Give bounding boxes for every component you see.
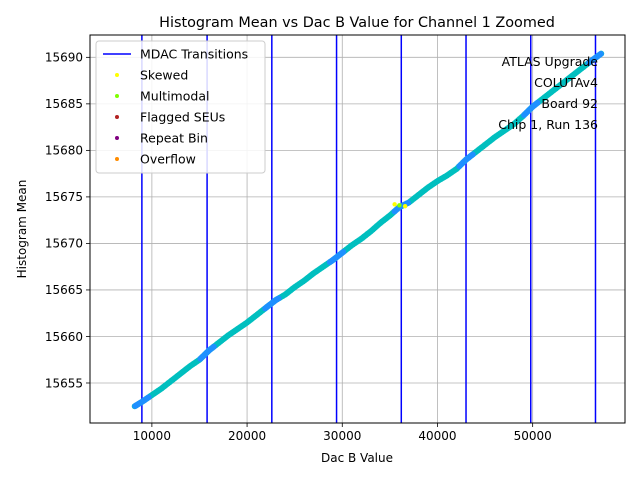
transition-point [145, 394, 152, 401]
legend-label: MDAC Transitions [140, 47, 248, 62]
transition-point [340, 248, 347, 255]
annotation-line: Board 92 [541, 96, 598, 111]
legend-label: Skewed [140, 68, 188, 83]
transition-point [534, 99, 541, 106]
highlighted-point [402, 204, 408, 209]
transition-point [404, 199, 411, 206]
legend-dot-swatch [115, 115, 119, 119]
legend-dot-swatch [115, 73, 119, 77]
y-tick-label: 15680 [45, 144, 83, 158]
y-tick-label: 15655 [45, 376, 83, 390]
highlighted-point [392, 202, 397, 207]
x-tick-label: 50000 [514, 429, 552, 443]
x-tick-label: 40000 [418, 429, 456, 443]
legend-dot-swatch [115, 157, 119, 161]
transition-point [597, 50, 604, 57]
y-tick-label: 15675 [45, 190, 83, 204]
transition-point [210, 343, 217, 350]
transition-point [469, 151, 476, 158]
y-axis-label: Histogram Mean [15, 180, 29, 279]
annotation-line: COLUTAv4 [534, 75, 598, 90]
x-tick-label: 30000 [323, 429, 361, 443]
legend-label: Flagged SEUs [140, 110, 225, 125]
plot-frame [89, 34, 626, 424]
x-axis-ticks: 10000 20000 30000 40000 50000 [133, 423, 552, 443]
x-tick-label: 20000 [228, 429, 266, 443]
annotation-box: ATLAS Upgrade COLUTAv4 Board 92 Chip 1, Run… [498, 54, 598, 132]
chart-title: Histogram Mean vs Dac B Value for Channe… [159, 15, 555, 31]
x-tick-label: 10000 [133, 429, 171, 443]
legend-dot-swatch [115, 136, 119, 140]
y-tick-label: 15665 [45, 283, 83, 297]
annotation-line: ATLAS Upgrade [502, 54, 599, 69]
x-axis-label: Dac B Value [321, 451, 393, 465]
y-tick-label: 15690 [45, 51, 83, 65]
y-axis-ticks: 15655 15660 15665 15670 15675 15680 15685 15690 [45, 51, 90, 390]
annotation-line: Chip 1, Run 136 [498, 117, 598, 132]
highlighted-point [397, 203, 402, 208]
legend: MDAC Transitions Skewed Multimodal Flagged … [95, 40, 266, 174]
transition-point [275, 295, 282, 302]
legend-label: Repeat Bin [140, 131, 208, 146]
data-points [131, 50, 605, 410]
legend-dot-swatch [115, 94, 119, 98]
highlighted-points [392, 202, 408, 209]
legend-box [95, 40, 266, 174]
legend-label: Multimodal [140, 89, 209, 104]
y-tick-label: 15660 [45, 330, 83, 344]
y-tick-label: 15670 [45, 237, 83, 251]
legend-label: Overflow [140, 152, 196, 167]
y-tick-label: 15685 [45, 97, 83, 111]
